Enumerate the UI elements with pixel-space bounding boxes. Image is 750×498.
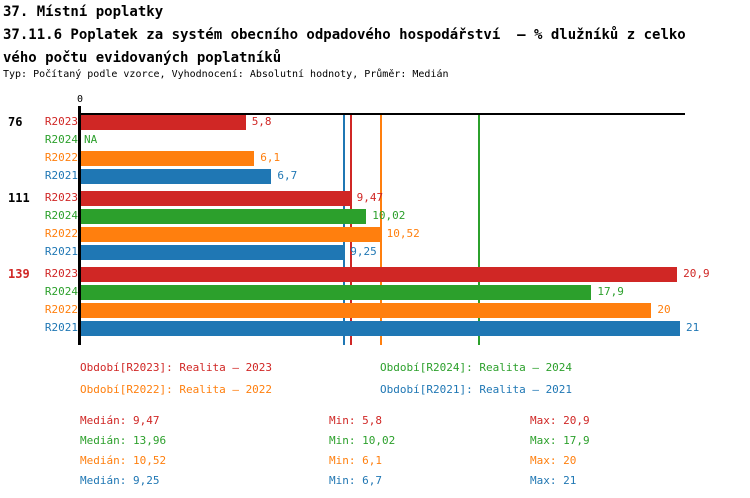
series-row-label: R2024 <box>44 285 78 298</box>
y-axis-line <box>78 106 81 345</box>
bar <box>80 209 367 224</box>
bar-value-label: 6,7 <box>277 169 298 182</box>
series-row-label: R2021 <box>44 245 78 258</box>
bar-value-label: 9,47 <box>356 191 384 204</box>
x-tick-label-0: 0 <box>76 94 84 105</box>
group-label: 76 <box>8 115 23 129</box>
bar-value-label: NA <box>84 133 98 146</box>
legend-item-r2022: Období[R2022]: Realita – 2022 <box>80 383 273 396</box>
page-title: 37. Místní poplatky <box>3 4 164 20</box>
stat-min-r2023: Min: 5,8 <box>329 414 382 427</box>
stat-max-r2023: Max: 20,9 <box>530 414 590 427</box>
bar-value-label: 9,25 <box>350 245 377 258</box>
stat-min-r2024: Min: 10,02 <box>329 434 396 447</box>
stat-median-r2021: Medián: 9,25 <box>80 474 160 487</box>
series-row-label: R2024 <box>44 209 78 222</box>
bar-value-label: 20 <box>657 303 671 316</box>
stat-max-r2021: Max: 21 <box>530 474 577 487</box>
bar <box>80 169 272 184</box>
chart-subtitle-line1: 37.11.6 Poplatek za systém obecního odpa… <box>3 27 686 43</box>
series-row-label: R2023 <box>44 267 78 280</box>
bar-value-label: 20,9 <box>683 267 710 280</box>
bar <box>80 285 592 300</box>
bar <box>80 303 652 318</box>
stat-median-r2023: Medián: 9,47 <box>80 414 160 427</box>
bar-value-label: 5,8 <box>251 115 272 128</box>
series-row-label: R2023 <box>44 191 78 204</box>
x-axis-line <box>80 113 685 115</box>
chart-meta-info: Typ: Počítaný podle vzorce, Vyhodnocení:… <box>3 69 449 80</box>
bar <box>80 115 246 130</box>
stat-median-r2024: Medián: 13,96 <box>80 434 167 447</box>
chart-subtitle-line2: vého počtu evidovaných poplatníků <box>3 50 282 66</box>
stat-median-r2022: Medián: 10,52 <box>80 454 167 467</box>
stat-max-r2022: Max: 20 <box>530 454 577 467</box>
legend-item-r2021: Období[R2021]: Realita – 2021 <box>380 383 573 396</box>
stat-min-r2021: Min: 6,7 <box>329 474 382 487</box>
bar <box>80 321 680 336</box>
median-line-r2022 <box>379 113 382 345</box>
bar <box>80 227 381 242</box>
bar-value-label: 10,02 <box>372 209 406 222</box>
group-label: 139 <box>8 267 30 281</box>
series-row-label: R2022 <box>44 151 78 164</box>
series-row-label: R2023 <box>44 115 78 128</box>
median-line-r2024 <box>477 113 480 345</box>
bar <box>80 245 345 260</box>
stat-min-r2022: Min: 6,1 <box>329 454 382 467</box>
bar-value-label: 21 <box>686 321 700 334</box>
bar <box>80 151 255 166</box>
legend-item-r2023: Období[R2023]: Realita – 2023 <box>80 361 273 374</box>
stat-max-r2024: Max: 17,9 <box>530 434 590 447</box>
series-row-label: R2021 <box>44 169 78 182</box>
bar-value-label: 10,52 <box>386 227 420 240</box>
bar-value-label: 17,9 <box>597 285 624 298</box>
series-row-label: R2022 <box>44 303 78 316</box>
group-label: 111 <box>8 191 30 205</box>
bar <box>80 191 351 206</box>
series-row-label: R2024 <box>44 133 78 146</box>
legend-item-r2024: Období[R2024]: Realita – 2024 <box>380 361 573 374</box>
bar-value-label: 6,1 <box>260 151 281 164</box>
bar <box>80 267 678 282</box>
series-row-label: R2022 <box>44 227 78 240</box>
series-row-label: R2021 <box>44 321 78 334</box>
